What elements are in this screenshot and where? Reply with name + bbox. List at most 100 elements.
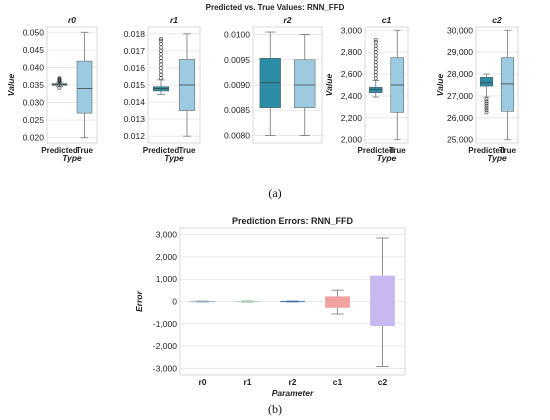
y-tick-label: 0.015 xyxy=(124,80,146,90)
x-category-label: Predicted xyxy=(468,146,505,155)
outlier-point xyxy=(373,53,378,58)
y-tick-label: 0.012 xyxy=(124,131,146,141)
x-category-label: Predicted xyxy=(41,146,78,155)
y-tick-label: 2,800 xyxy=(341,47,363,57)
x-category-label: True xyxy=(389,146,406,155)
outlier-point xyxy=(159,45,163,50)
outlier-point xyxy=(159,72,163,77)
y-tick-label: 26,000 xyxy=(447,113,473,123)
outlier-point xyxy=(373,69,378,74)
y-tick-label: 2,000 xyxy=(156,252,178,262)
x-axis-label: Type xyxy=(62,153,82,163)
y-tick-label: 0.045 xyxy=(23,45,45,55)
outlier-point xyxy=(484,110,489,115)
y-tick-label: 27,000 xyxy=(447,91,473,101)
outlier-point xyxy=(373,46,378,51)
x-category-label: True xyxy=(76,146,93,155)
chart-title: r2 xyxy=(283,15,291,25)
y-tick-label: 3,000 xyxy=(156,230,178,240)
y-tick-label: 0.030 xyxy=(23,98,45,108)
y-tick-label: 28,000 xyxy=(447,69,473,79)
y-tick-label: 2,200 xyxy=(341,113,363,123)
box-c2 xyxy=(370,275,395,326)
y-tick-label: 0 xyxy=(172,297,177,307)
outlier-point xyxy=(484,97,489,102)
chart-title: c2 xyxy=(492,15,502,25)
caption-b: (b) xyxy=(268,402,282,416)
y-tick-label: 0.014 xyxy=(124,97,146,107)
y-tick-label: 3,000 xyxy=(341,25,363,35)
y-tick-label: 2,600 xyxy=(341,69,363,79)
x-category-label: True xyxy=(499,146,516,155)
plot-frame xyxy=(46,26,98,144)
y-tick-label: 0.0080 xyxy=(224,130,250,140)
y-tick-label: 0.050 xyxy=(23,27,45,37)
outlier-point xyxy=(373,63,378,68)
outlier-point xyxy=(373,66,378,71)
chart-title: r0 xyxy=(68,15,76,25)
box-Predicted xyxy=(152,86,170,92)
chart-1: 0.012 0.013 0.014 0.015 0.016 0.017 0.018 r1 Pre… xyxy=(124,15,201,163)
outlier-point xyxy=(159,76,163,81)
outlier-point xyxy=(57,76,62,81)
x-category-label: True xyxy=(179,146,196,155)
box-True xyxy=(76,60,93,114)
x-axis-label: Type xyxy=(487,153,507,163)
caption-a: (a) xyxy=(268,186,281,200)
y-tick-label: 0.017 xyxy=(124,46,146,56)
y-tick-label: 2,400 xyxy=(341,91,363,101)
chart-5: -3,000 -2,000 -1,000 0 1,000 2,000 3,000 Predic… xyxy=(134,216,406,398)
y-tick-label: 25,000 xyxy=(447,135,473,145)
outlier-point xyxy=(373,76,378,81)
y-tick-label: 0.016 xyxy=(124,63,146,73)
box-1 xyxy=(294,59,316,108)
y-tick-label: 1,000 xyxy=(156,274,178,284)
box-Predicted xyxy=(479,77,494,87)
y-tick-label: 30,000 xyxy=(447,25,473,35)
y-axis-label: Value xyxy=(324,74,334,97)
y-tick-label: 0.013 xyxy=(124,114,146,124)
y-tick-label: -2,000 xyxy=(153,341,177,351)
x-axis-label: Type xyxy=(164,153,184,163)
x-category-label: Predicted xyxy=(358,146,395,155)
outlier-point xyxy=(484,108,489,113)
plot-frame xyxy=(147,26,201,144)
y-axis-label: Value xyxy=(435,74,445,97)
chart-title: c1 xyxy=(382,15,392,25)
y-tick-label: 0.025 xyxy=(23,115,45,125)
x-axis-label: Parameter xyxy=(272,388,314,398)
y-tick-label: 2,000 xyxy=(341,135,363,145)
chart-3: 2,000 2,200 2,400 2,600 2,800 3,000 c1 Value Pre… xyxy=(324,15,409,163)
outlier-point xyxy=(159,42,163,46)
outlier-point xyxy=(159,69,163,74)
outlier-point xyxy=(373,56,378,61)
y-tick-label: 29,000 xyxy=(447,47,473,57)
chart-4: 25,000 26,000 27,000 28,000 29,000 30,000 c2 Va… xyxy=(435,15,519,163)
chart-title: r1 xyxy=(170,15,178,25)
y-tick-label: 0.0090 xyxy=(224,80,250,90)
y-tick-label: 0.035 xyxy=(23,80,45,90)
x-category-label: r1 xyxy=(243,377,251,387)
outlier-point xyxy=(57,85,62,90)
plot-frame xyxy=(475,26,519,144)
x-category-label: r2 xyxy=(288,377,296,387)
y-axis-label: Error xyxy=(134,290,144,311)
plot-frame xyxy=(179,227,406,376)
plot-frame xyxy=(252,26,323,144)
x-axis-label: Type xyxy=(377,153,397,163)
y-tick-label: 0.018 xyxy=(124,29,146,39)
outlier-point xyxy=(484,103,489,108)
outlier-point xyxy=(159,37,163,41)
y-axis-label: Value xyxy=(6,74,16,97)
outlier-point xyxy=(484,101,489,106)
outlier-point xyxy=(373,60,378,64)
outlier-point xyxy=(484,106,489,110)
x-category-label: c2 xyxy=(378,377,388,387)
x-category-label: Predicted xyxy=(143,146,180,155)
outlier-point xyxy=(373,40,378,45)
box-True xyxy=(500,57,515,112)
chart-0: 0.020 0.025 0.030 0.035 0.040 0.045 0.050 r0 Val… xyxy=(6,15,98,163)
x-category-label: c1 xyxy=(333,377,343,387)
outlier-point xyxy=(373,43,378,48)
